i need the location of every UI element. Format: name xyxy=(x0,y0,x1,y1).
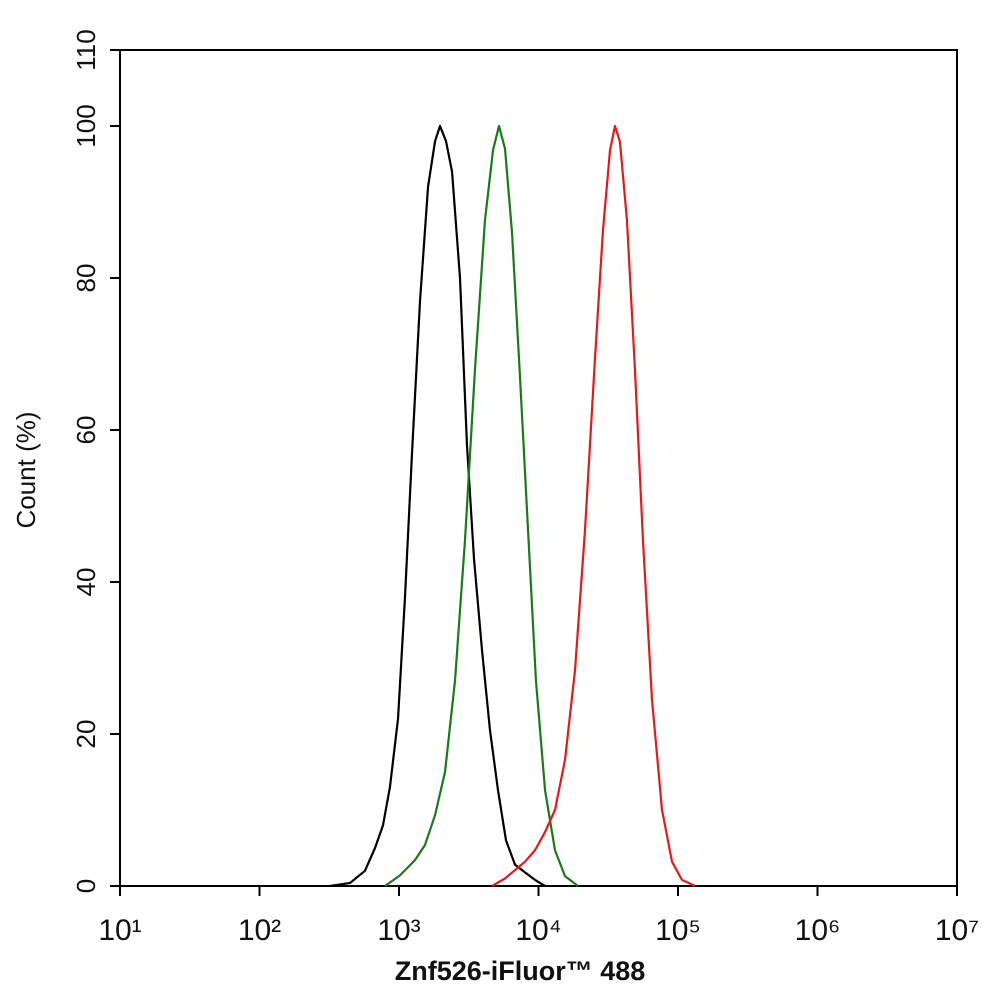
x-tick-label: 10³ xyxy=(377,914,420,947)
x-tick-label: 10¹ xyxy=(98,914,141,947)
histogram-line xyxy=(329,124,546,888)
x-tick-label: 10² xyxy=(238,914,281,947)
histogram-line xyxy=(491,124,696,887)
y-tick-label: 0 xyxy=(71,879,101,893)
histogram-line xyxy=(384,124,579,887)
y-tick-label: 100 xyxy=(71,104,101,147)
x-tick-label: 10⁵ xyxy=(655,914,701,947)
y-tick-label: 110 xyxy=(71,29,101,70)
x-axis-label: Znf526-iFluor™ 488 xyxy=(395,956,646,986)
y-tick-label: 60 xyxy=(71,416,101,445)
x-tick-label: 10⁶ xyxy=(795,914,841,947)
plot-frame xyxy=(119,49,958,887)
y-axis-label: Count (%) xyxy=(11,411,41,528)
y-tick-label: 40 xyxy=(71,568,101,597)
y-tick-label: 80 xyxy=(71,264,101,293)
x-tick-label: 10⁴ xyxy=(515,914,561,947)
x-tick-label: 10⁷ xyxy=(935,914,979,947)
y-tick-label: 20 xyxy=(71,720,101,749)
